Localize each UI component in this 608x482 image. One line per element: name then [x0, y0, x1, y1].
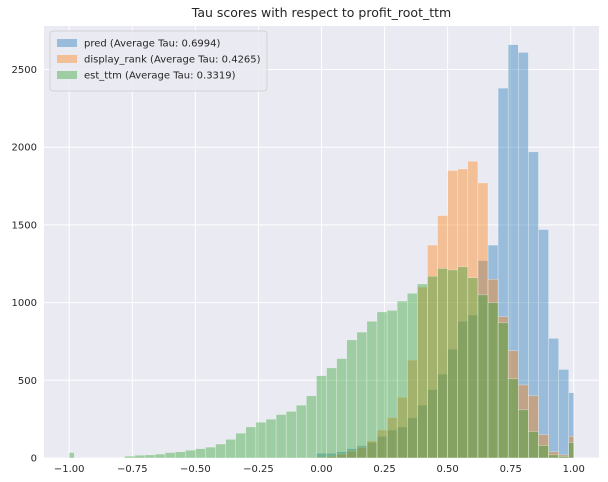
- series-group: [68, 266, 575, 459]
- histogram-bar: [518, 409, 529, 459]
- axis-ticks: −1.00 −0.75 −0.50 −0.25 0.00 0.25 0.50 0.75 1.00…: [12, 65, 585, 475]
- histogram-bar: [568, 442, 575, 459]
- histogram-bar: [497, 322, 509, 459]
- histogram-bar: [285, 411, 297, 459]
- series-group: [316, 44, 575, 459]
- histogram-bar: [548, 454, 559, 459]
- histogram-bar: [477, 294, 489, 459]
- histogram-bar: [174, 451, 186, 459]
- histogram-bar: [386, 310, 398, 459]
- histogram-bar: [356, 331, 368, 459]
- histogram-bar: [447, 269, 458, 459]
- histogram-bar: [538, 445, 549, 459]
- histogram-bar: [134, 454, 146, 459]
- histogram-bar: [457, 266, 469, 459]
- x-tick-label: 0.75: [500, 464, 522, 475]
- y-tick-label: 1000: [12, 298, 37, 309]
- histogram-bar: [336, 358, 347, 459]
- histogram-bar: [154, 453, 166, 459]
- y-tick-label: 2500: [12, 65, 37, 76]
- histogram-bar: [225, 439, 236, 459]
- histogram-bar: [538, 229, 549, 459]
- legend-label: display_rank (Average Tau: 0.4265): [84, 55, 261, 66]
- legend-swatch: [57, 55, 77, 63]
- x-tick-label: −1.00: [54, 464, 85, 475]
- histogram-bars: [68, 44, 575, 459]
- histogram-bar: [316, 375, 327, 459]
- x-tick-label: 0.50: [437, 464, 459, 475]
- x-tick-label: −0.25: [243, 464, 274, 475]
- histogram-bar: [68, 452, 75, 459]
- x-tick-label: 0.00: [310, 464, 332, 475]
- histogram-bar: [215, 443, 226, 459]
- series-group: [316, 160, 575, 459]
- legend-label: est_ttm (Average Tau: 0.3319): [84, 71, 236, 82]
- histogram-bar: [265, 418, 277, 459]
- histogram-bar: [366, 321, 378, 459]
- histogram-bar: [558, 456, 569, 459]
- histogram-bar: [437, 268, 448, 459]
- histogram-bar: [306, 395, 317, 459]
- histogram-bar: [487, 302, 499, 459]
- histogram-bar: [235, 432, 247, 459]
- histogram-bar: [427, 275, 438, 459]
- histogram-bar: [144, 454, 156, 459]
- histogram-bar: [376, 311, 388, 459]
- y-tick-label: 500: [18, 376, 37, 387]
- histogram-bar: [124, 455, 136, 459]
- y-tick-label: 0: [31, 454, 37, 465]
- histogram-bar: [326, 367, 337, 459]
- histogram-bar: [245, 426, 257, 459]
- y-tick-label: 1500: [12, 220, 37, 231]
- histogram-bar: [346, 339, 358, 459]
- x-tick-label: −0.75: [117, 464, 148, 475]
- chart-title: Tau scores with respect to profit_root_t…: [191, 5, 451, 20]
- histogram-bar: [164, 452, 176, 459]
- histogram-bar: [558, 369, 569, 459]
- x-tick-label: −0.50: [180, 464, 211, 475]
- histogram-bar: [255, 422, 267, 459]
- legend-swatch: [57, 71, 77, 79]
- histogram-bar: [467, 277, 479, 459]
- histogram-bar: [275, 414, 287, 459]
- y-tick-label: 2000: [12, 143, 37, 154]
- legend: pred (Average Tau: 0.6994) display_rank (…: [49, 30, 268, 92]
- histogram-bar: [407, 293, 418, 459]
- histogram-bar: [185, 449, 196, 459]
- histogram-bar: [296, 404, 307, 459]
- histogram-bar: [507, 378, 519, 459]
- histogram-bar: [417, 283, 428, 459]
- legend-box: [49, 30, 268, 92]
- histogram-bar: [528, 431, 539, 459]
- histogram-bar: [548, 338, 559, 459]
- histogram-bar: [195, 448, 206, 459]
- x-tick-label: 0.25: [373, 464, 395, 475]
- x-tick-label: 1.00: [563, 464, 585, 475]
- legend-swatch: [57, 39, 77, 47]
- histogram-bar: [396, 300, 408, 459]
- histogram-bar: [205, 446, 216, 459]
- legend-label: pred (Average Tau: 0.6994): [84, 39, 221, 50]
